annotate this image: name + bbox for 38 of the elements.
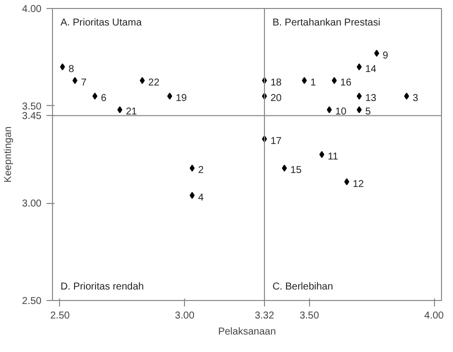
y-tick-label: 4.00 bbox=[22, 4, 42, 15]
annotation: 19 bbox=[176, 93, 188, 104]
annotation: 1 bbox=[310, 78, 316, 89]
annotation: 14 bbox=[365, 64, 377, 75]
annotation: 18 bbox=[270, 78, 282, 89]
x-axis-title: Pelaksanaan bbox=[218, 326, 276, 338]
annotation: 6 bbox=[100, 93, 107, 104]
annotation: 22 bbox=[148, 78, 160, 89]
annotation: B. Pertahankan Prestasi bbox=[272, 18, 380, 28]
x-tick-label: 3.50 bbox=[300, 310, 320, 322]
annotation: 7 bbox=[80, 78, 87, 89]
annotation: 11 bbox=[328, 152, 339, 162]
annotation: 17 bbox=[270, 136, 282, 147]
annotation: 16 bbox=[340, 78, 352, 89]
annotation: 10 bbox=[335, 106, 347, 118]
annotation: 12 bbox=[352, 178, 364, 190]
annotation: D. Prioritas rendah bbox=[60, 282, 144, 292]
y-axis-title: Keepntingan bbox=[3, 126, 14, 183]
y-tick-label: 3.50 bbox=[22, 101, 42, 112]
annotation: 8 bbox=[68, 64, 74, 75]
annotation: 13 bbox=[365, 93, 377, 104]
annotation: 3 bbox=[412, 93, 419, 104]
annotation: 2 bbox=[198, 165, 204, 176]
x-tick-label: 4.00 bbox=[424, 310, 444, 322]
annotation: 21 bbox=[126, 106, 138, 118]
annotation: 4 bbox=[198, 192, 204, 204]
annotation: 15 bbox=[290, 165, 302, 176]
x-tick-label: 2.50 bbox=[50, 310, 70, 322]
annotation: A. Prioritas Utama bbox=[60, 18, 142, 28]
annotation: C. Berlebihan bbox=[272, 282, 334, 292]
annotation: 9 bbox=[382, 50, 389, 62]
x-tick-label: 3.00 bbox=[174, 310, 195, 322]
annotation: 5 bbox=[365, 106, 372, 118]
y-tick-label: 2.50 bbox=[22, 296, 42, 307]
y-tick-label: 3.00 bbox=[22, 198, 42, 210]
y-tick-label: 3.45 bbox=[22, 111, 42, 122]
annotation: 20 bbox=[270, 93, 282, 104]
x-tick-label: 3.32 bbox=[254, 310, 275, 322]
